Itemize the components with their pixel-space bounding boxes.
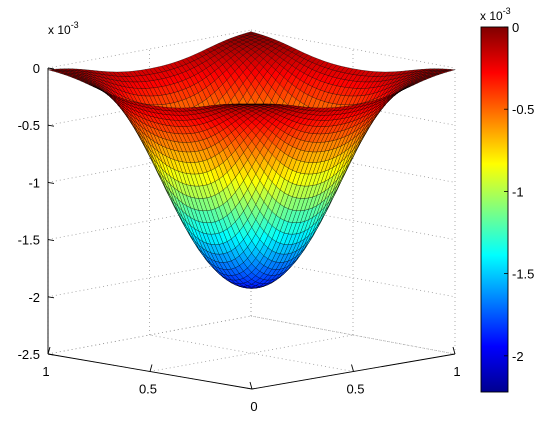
x-tick-label: 0.5 [346, 382, 364, 397]
grid-line [250, 201, 456, 240]
z-tick-label: -1 [28, 175, 40, 190]
y-tick-label: 0.5 [139, 382, 157, 397]
z-tick-label: -0.5 [18, 118, 40, 133]
y-axis-ticks: 0.51 [42, 364, 157, 397]
colorbar-tick-label: -0.5 [512, 102, 534, 117]
x-tick-mark [452, 346, 456, 355]
z-tick-mark [47, 239, 55, 242]
y-tick-label: 1 [42, 364, 49, 379]
z-tick-mark [47, 296, 55, 299]
z-tick-label: -2.5 [18, 347, 40, 362]
z-axis-ticks: -2.5 -2 -1.5 -1 -0.5 0 [18, 61, 40, 362]
x-tick-label: 0 [250, 399, 257, 414]
z-tick-mark [47, 353, 55, 356]
z-tick-mark [47, 124, 55, 127]
x-axis-ticks: 00.51 [250, 364, 460, 414]
grid-line [149, 334, 354, 372]
grid-line [149, 334, 354, 372]
z-axis-exponent: x 10-3 [48, 20, 79, 37]
colorbar-tick-label: 0 [512, 20, 519, 35]
colorbar-tick-label: -1.5 [512, 267, 534, 282]
z-tick-label: -1.5 [18, 233, 40, 248]
grid-line [250, 315, 456, 355]
grid-line [250, 144, 456, 183]
axes-frame [47, 67, 456, 390]
colorbar-tick-label: -2 [512, 349, 524, 364]
colorbar-tick-label: -1 [512, 184, 524, 199]
x-tick-label: 1 [453, 364, 460, 379]
x-tick-mark [249, 381, 253, 390]
colorbar-exponent: x 10-3 [480, 6, 511, 23]
y-tick-mark [47, 346, 51, 355]
grid-line [250, 29, 456, 69]
colorbar-ticks: 0 -0.5 -1 -1.5 -2 [504, 20, 534, 364]
z-tick-mark [47, 181, 55, 184]
y-tick-mark [149, 364, 153, 372]
grid-line [250, 86, 456, 126]
grid-line [47, 315, 252, 355]
colorbar [480, 26, 509, 393]
grid-line [47, 29, 252, 69]
z-tick-label: -2 [28, 290, 40, 305]
z-tick-mark [47, 67, 55, 70]
grid-line [250, 258, 456, 298]
z-tick-label: 0 [33, 61, 40, 76]
grid-line [250, 315, 456, 355]
x-tick-mark [351, 364, 354, 372]
surface-patch [247, 104, 257, 105]
surface-mesh [47, 31, 456, 289]
